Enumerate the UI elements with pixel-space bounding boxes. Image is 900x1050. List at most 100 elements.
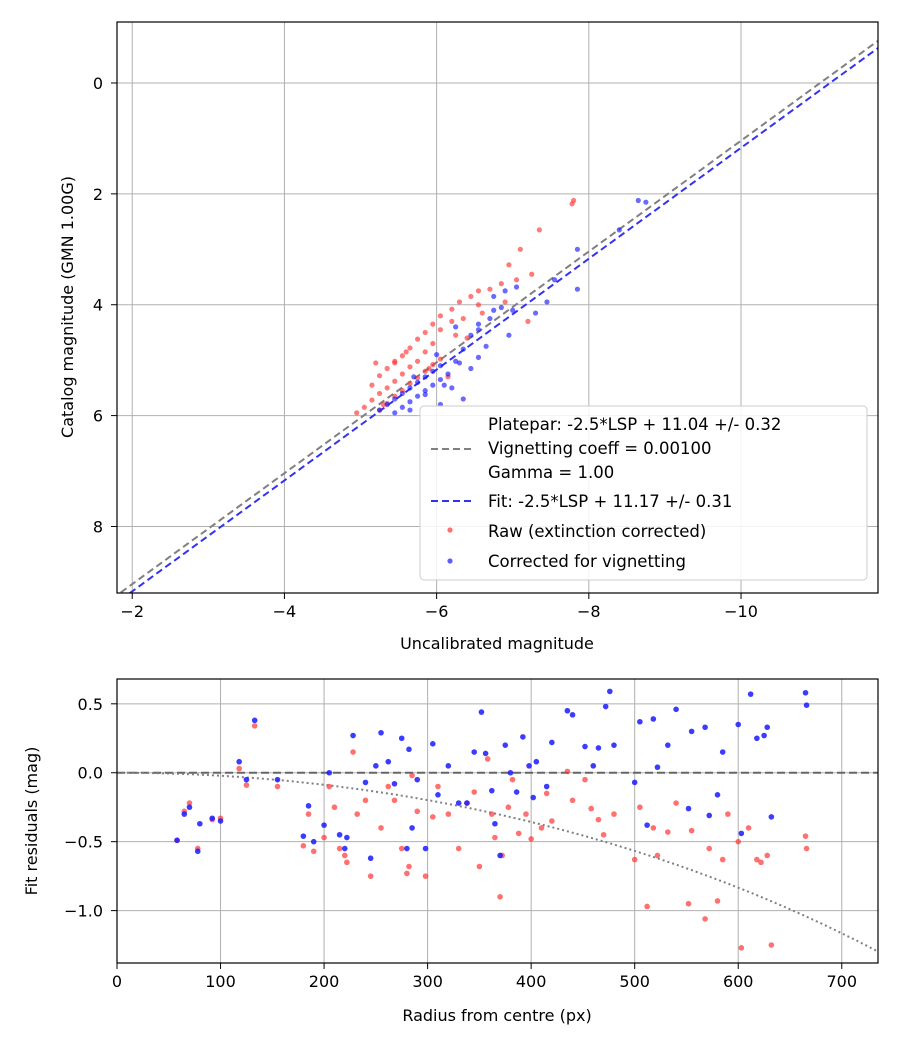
corrected-point — [468, 332, 474, 338]
raw-residual-point — [745, 825, 752, 831]
raw-residual-point — [644, 903, 650, 910]
corrected-residual-point — [243, 776, 250, 783]
raw-residual-point — [414, 808, 421, 815]
legend-platepar-label-2: Vignetting coeff = 0.00100 — [488, 439, 712, 458]
bottom-scatter-points — [174, 688, 810, 951]
legend-raw-label: Raw (extinction corrected) — [488, 522, 706, 541]
top-y-tick-label: 0 — [93, 74, 103, 93]
corrected-point — [475, 321, 482, 327]
corrected-point — [407, 399, 413, 405]
bottom-axes-frame — [116, 678, 879, 964]
raw-residual-point — [768, 942, 775, 948]
corrected-point — [411, 374, 417, 380]
raw-residual-point — [754, 856, 760, 863]
raw-residual-point — [476, 863, 483, 870]
raw-point — [437, 356, 444, 362]
raw-residual-point — [471, 789, 478, 795]
corrected-point — [422, 388, 428, 394]
raw-point — [369, 397, 375, 403]
raw-point — [376, 373, 383, 379]
top-panel: −2 −4 −6 −8 −10 0 2 4 6 8 Uncalibrated magnitude… — [58, 21, 879, 653]
corrected-residual-point — [367, 855, 374, 862]
legend-fit-label: Fit: -2.5*LSP + 11.17 +/- 0.31 — [488, 492, 732, 511]
corrected-residual-point — [497, 852, 503, 859]
corrected-point — [498, 304, 504, 311]
raw-residual-point — [654, 852, 661, 859]
raw-residual-point — [489, 811, 495, 817]
corrected-point — [513, 284, 520, 290]
raw-point — [369, 382, 375, 388]
raw-point — [449, 318, 455, 324]
raw-residual-point — [367, 873, 374, 879]
corrected-residual-point — [385, 758, 392, 765]
bottom-x-tick-label: 300 — [412, 972, 443, 991]
raw-point — [506, 262, 512, 268]
corrected-point — [399, 404, 405, 410]
corrected-residual-point — [644, 822, 650, 828]
platepar-fit-line — [118, 39, 878, 593]
bottom-x-tick-label: 500 — [619, 972, 650, 991]
corrected-point — [430, 368, 436, 374]
raw-point — [407, 364, 413, 370]
corrected-residual-point — [445, 763, 452, 769]
top-x-tick-label: −2 — [120, 602, 144, 621]
corrected-residual-point — [719, 749, 726, 755]
top-y-tick-label: 4 — [93, 296, 103, 315]
raw-residual-point — [631, 856, 638, 863]
raw-point — [498, 281, 504, 287]
raw-point — [513, 277, 520, 283]
top-y-tick-label: 6 — [93, 407, 103, 426]
raw-point — [475, 288, 482, 294]
corrected-residual-point — [631, 779, 638, 786]
corrected-point — [437, 363, 444, 369]
top-y-axis-label: Catalog magnitude (GMN 1.00G) — [58, 176, 77, 438]
raw-point — [407, 380, 413, 387]
corrected-residual-point — [471, 749, 478, 755]
corrected-residual-point — [362, 779, 369, 786]
raw-point — [399, 371, 405, 377]
corrected-residual-point — [520, 734, 526, 740]
raw-residual-point — [362, 797, 369, 804]
corrected-point — [392, 396, 398, 402]
corrected-residual-point — [665, 742, 671, 748]
corrected-residual-point — [507, 769, 514, 776]
corrected-point — [430, 382, 436, 388]
vignetting-curve — [117, 771, 878, 953]
corrected-point — [475, 354, 482, 360]
raw-point — [569, 201, 575, 207]
raw-residual-point — [803, 845, 810, 852]
legend-platepar-label-1: Platepar: -2.5*LSP + 11.04 +/- 0.32 — [488, 415, 781, 434]
raw-residual-point — [378, 825, 384, 831]
raw-residual-point — [406, 863, 412, 870]
raw-point — [407, 345, 413, 351]
corrected-point — [460, 396, 466, 402]
corrected-point — [574, 246, 581, 252]
raw-residual-point — [305, 811, 312, 817]
corrected-residual-point — [326, 769, 333, 776]
corrected-point — [532, 310, 539, 316]
top-y-tick-label: 2 — [93, 185, 103, 204]
corrected-residual-point — [398, 735, 405, 742]
raw-residual-point — [409, 772, 415, 779]
corrected-residual-point — [702, 724, 708, 731]
corrected-residual-point — [422, 845, 429, 852]
top-y-tick-label: 8 — [93, 517, 103, 536]
corrected-point — [506, 332, 512, 338]
raw-point — [464, 335, 470, 341]
raw-residual-point — [344, 859, 350, 866]
raw-residual-point — [549, 818, 555, 824]
corrected-residual-point — [654, 764, 661, 771]
raw-residual-point — [398, 845, 405, 852]
top-legend: Platepar: -2.5*LSP + 11.04 +/- 0.32 Vign… — [419, 405, 868, 581]
corrected-residual-point — [373, 763, 379, 769]
bottom-x-tick-label: 200 — [309, 972, 340, 991]
raw-residual-point — [186, 800, 193, 806]
raw-point — [456, 299, 463, 305]
raw-residual-point — [802, 833, 809, 839]
corrected-point — [643, 199, 649, 205]
corrected-point — [434, 352, 440, 358]
legend-box — [419, 405, 868, 581]
raw-point — [517, 246, 523, 252]
corrected-residual-point — [217, 818, 224, 824]
